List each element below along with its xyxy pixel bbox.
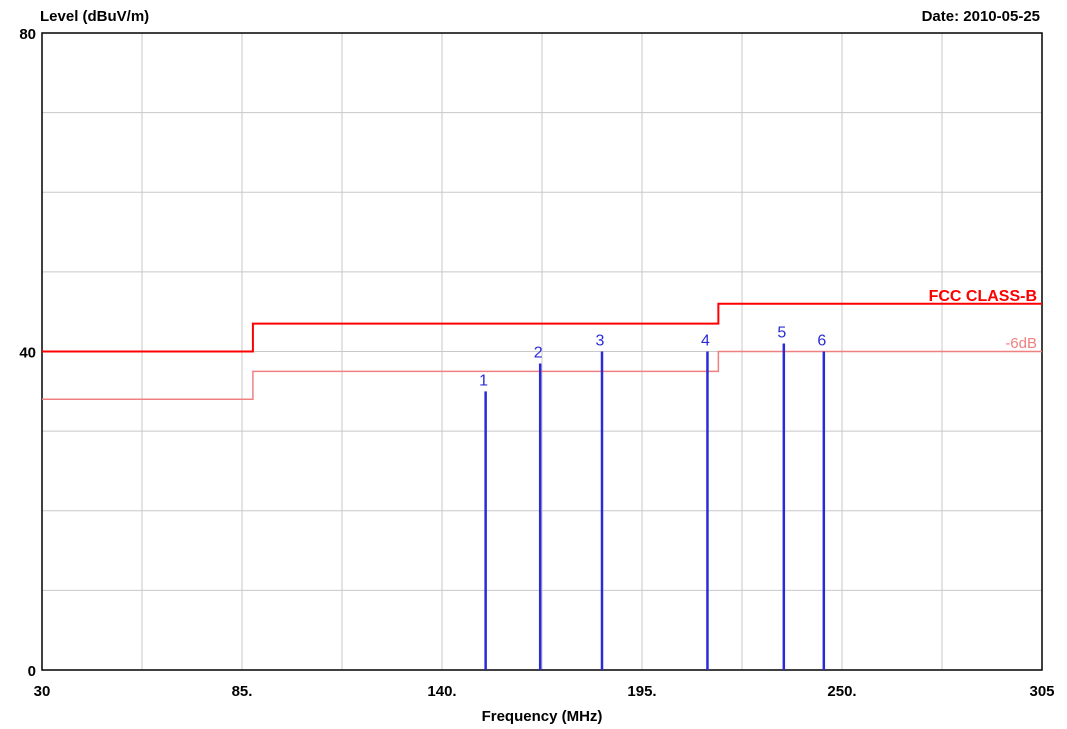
y-tick-label: 40 bbox=[19, 345, 36, 362]
limit-lines bbox=[42, 302, 1042, 401]
x-tick-label: 305 bbox=[1029, 683, 1054, 700]
x-axis-title: Frequency (MHz) bbox=[482, 708, 603, 725]
x-tick-label: 195. bbox=[627, 683, 656, 700]
x-tick-label: 85. bbox=[232, 683, 253, 700]
y-tick-label: 0 bbox=[28, 663, 36, 680]
x-tick-label: 140. bbox=[427, 683, 456, 700]
marker-label-2: 2 bbox=[534, 344, 543, 361]
limit-line-minus-6db bbox=[42, 350, 1042, 401]
series-label-minus-6db: -6dB bbox=[1005, 335, 1037, 352]
marker-label-4: 4 bbox=[701, 333, 710, 350]
marker-label-1: 1 bbox=[479, 372, 488, 389]
y-axis-title: Level (dBuV/m) bbox=[40, 8, 149, 25]
limit-line-fcc-class-b bbox=[42, 302, 1042, 353]
y-tick-labels: 0 40 80 bbox=[19, 26, 36, 680]
marker-lines: 1 2 3 4 5 6 bbox=[479, 325, 826, 670]
date-label: Date: 2010-05-25 bbox=[922, 8, 1040, 25]
y-tick-label: 80 bbox=[19, 26, 36, 43]
marker-label-6: 6 bbox=[817, 333, 826, 350]
x-tick-label: 250. bbox=[827, 683, 856, 700]
series-label-fcc-class-b: FCC CLASS-B bbox=[929, 288, 1037, 305]
marker-label-5: 5 bbox=[777, 325, 786, 342]
x-tick-label: 30 bbox=[34, 683, 51, 700]
marker-label-3: 3 bbox=[596, 333, 605, 350]
x-tick-labels: 30 85. 140. 195. 250. 305 bbox=[34, 683, 1055, 700]
